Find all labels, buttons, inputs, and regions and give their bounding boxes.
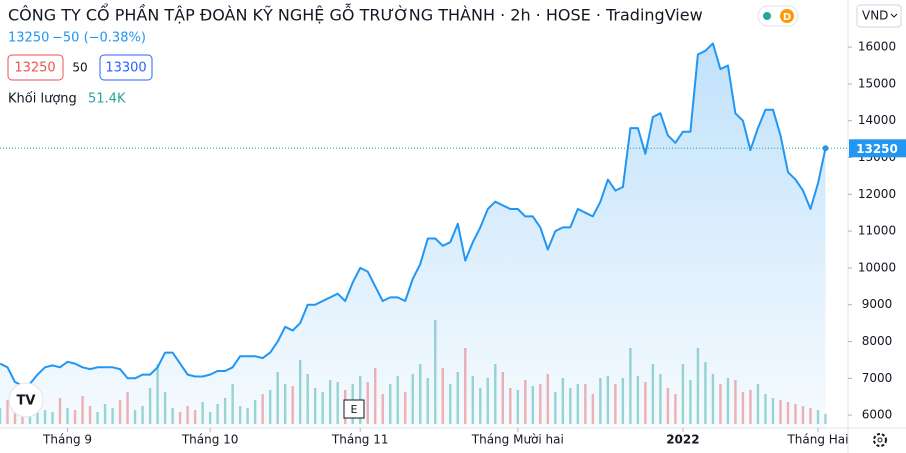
- change: −50 (−0.38%): [52, 31, 146, 46]
- y-tick-label: 6000: [862, 408, 893, 422]
- chart-title: CÔNG TY CỔ PHẦN TẬP ĐOÀN KỸ NGHỆ GỖ TRƯỜ…: [8, 4, 703, 25]
- y-tick-label: 7000: [862, 371, 893, 385]
- currency[interactable]: VND: [862, 9, 888, 23]
- bid-box[interactable]: [7, 54, 64, 81]
- y-tick-label: 15000: [858, 76, 896, 90]
- y-tick-label: 12000: [858, 187, 896, 201]
- y-tick-label: 8000: [862, 334, 893, 348]
- logo: TV: [8, 382, 44, 418]
- currency-box[interactable]: [856, 4, 902, 28]
- price-line: [0, 42, 827, 387]
- x-tick-label: Tháng Hai: [786, 433, 848, 447]
- svg-text:TV: TV: [17, 394, 36, 409]
- x-tick-label: Tháng Mười hai: [471, 433, 564, 447]
- bid[interactable]: 13250: [14, 61, 55, 76]
- x-tick-label: 2022: [666, 433, 699, 447]
- last-price-label: 13250: [856, 142, 898, 156]
- status-dot: [763, 12, 771, 20]
- y-tick-label: 9000: [862, 297, 893, 311]
- y-tick-label: 10000: [858, 260, 896, 274]
- y-tick-label: 16000: [858, 40, 896, 54]
- badge: D: [783, 12, 791, 23]
- y-tick-label: 14000: [858, 113, 896, 127]
- volume-name: Khối lượng: [8, 92, 77, 107]
- settings-icon[interactable]: [873, 433, 887, 447]
- ask-box[interactable]: [99, 54, 153, 81]
- area-fill: [0, 43, 826, 429]
- event-marker[interactable]: E: [351, 403, 358, 416]
- event-box[interactable]: [343, 399, 365, 419]
- badge-frame: [757, 5, 799, 27]
- x-tick-label: Tháng 11: [331, 433, 389, 447]
- last-price-label-bg: [849, 139, 906, 158]
- caret: [890, 13, 898, 18]
- badge-circle: [780, 9, 794, 23]
- x-tick-label: Tháng 9: [42, 433, 92, 447]
- x-tick-label: Tháng 10: [181, 433, 239, 447]
- y-tick-label: 11000: [858, 224, 896, 238]
- spread: 50: [72, 61, 87, 75]
- volume-last: 51.4K: [88, 92, 126, 107]
- ask[interactable]: 13300: [105, 61, 146, 76]
- last-price: 13250: [8, 31, 49, 46]
